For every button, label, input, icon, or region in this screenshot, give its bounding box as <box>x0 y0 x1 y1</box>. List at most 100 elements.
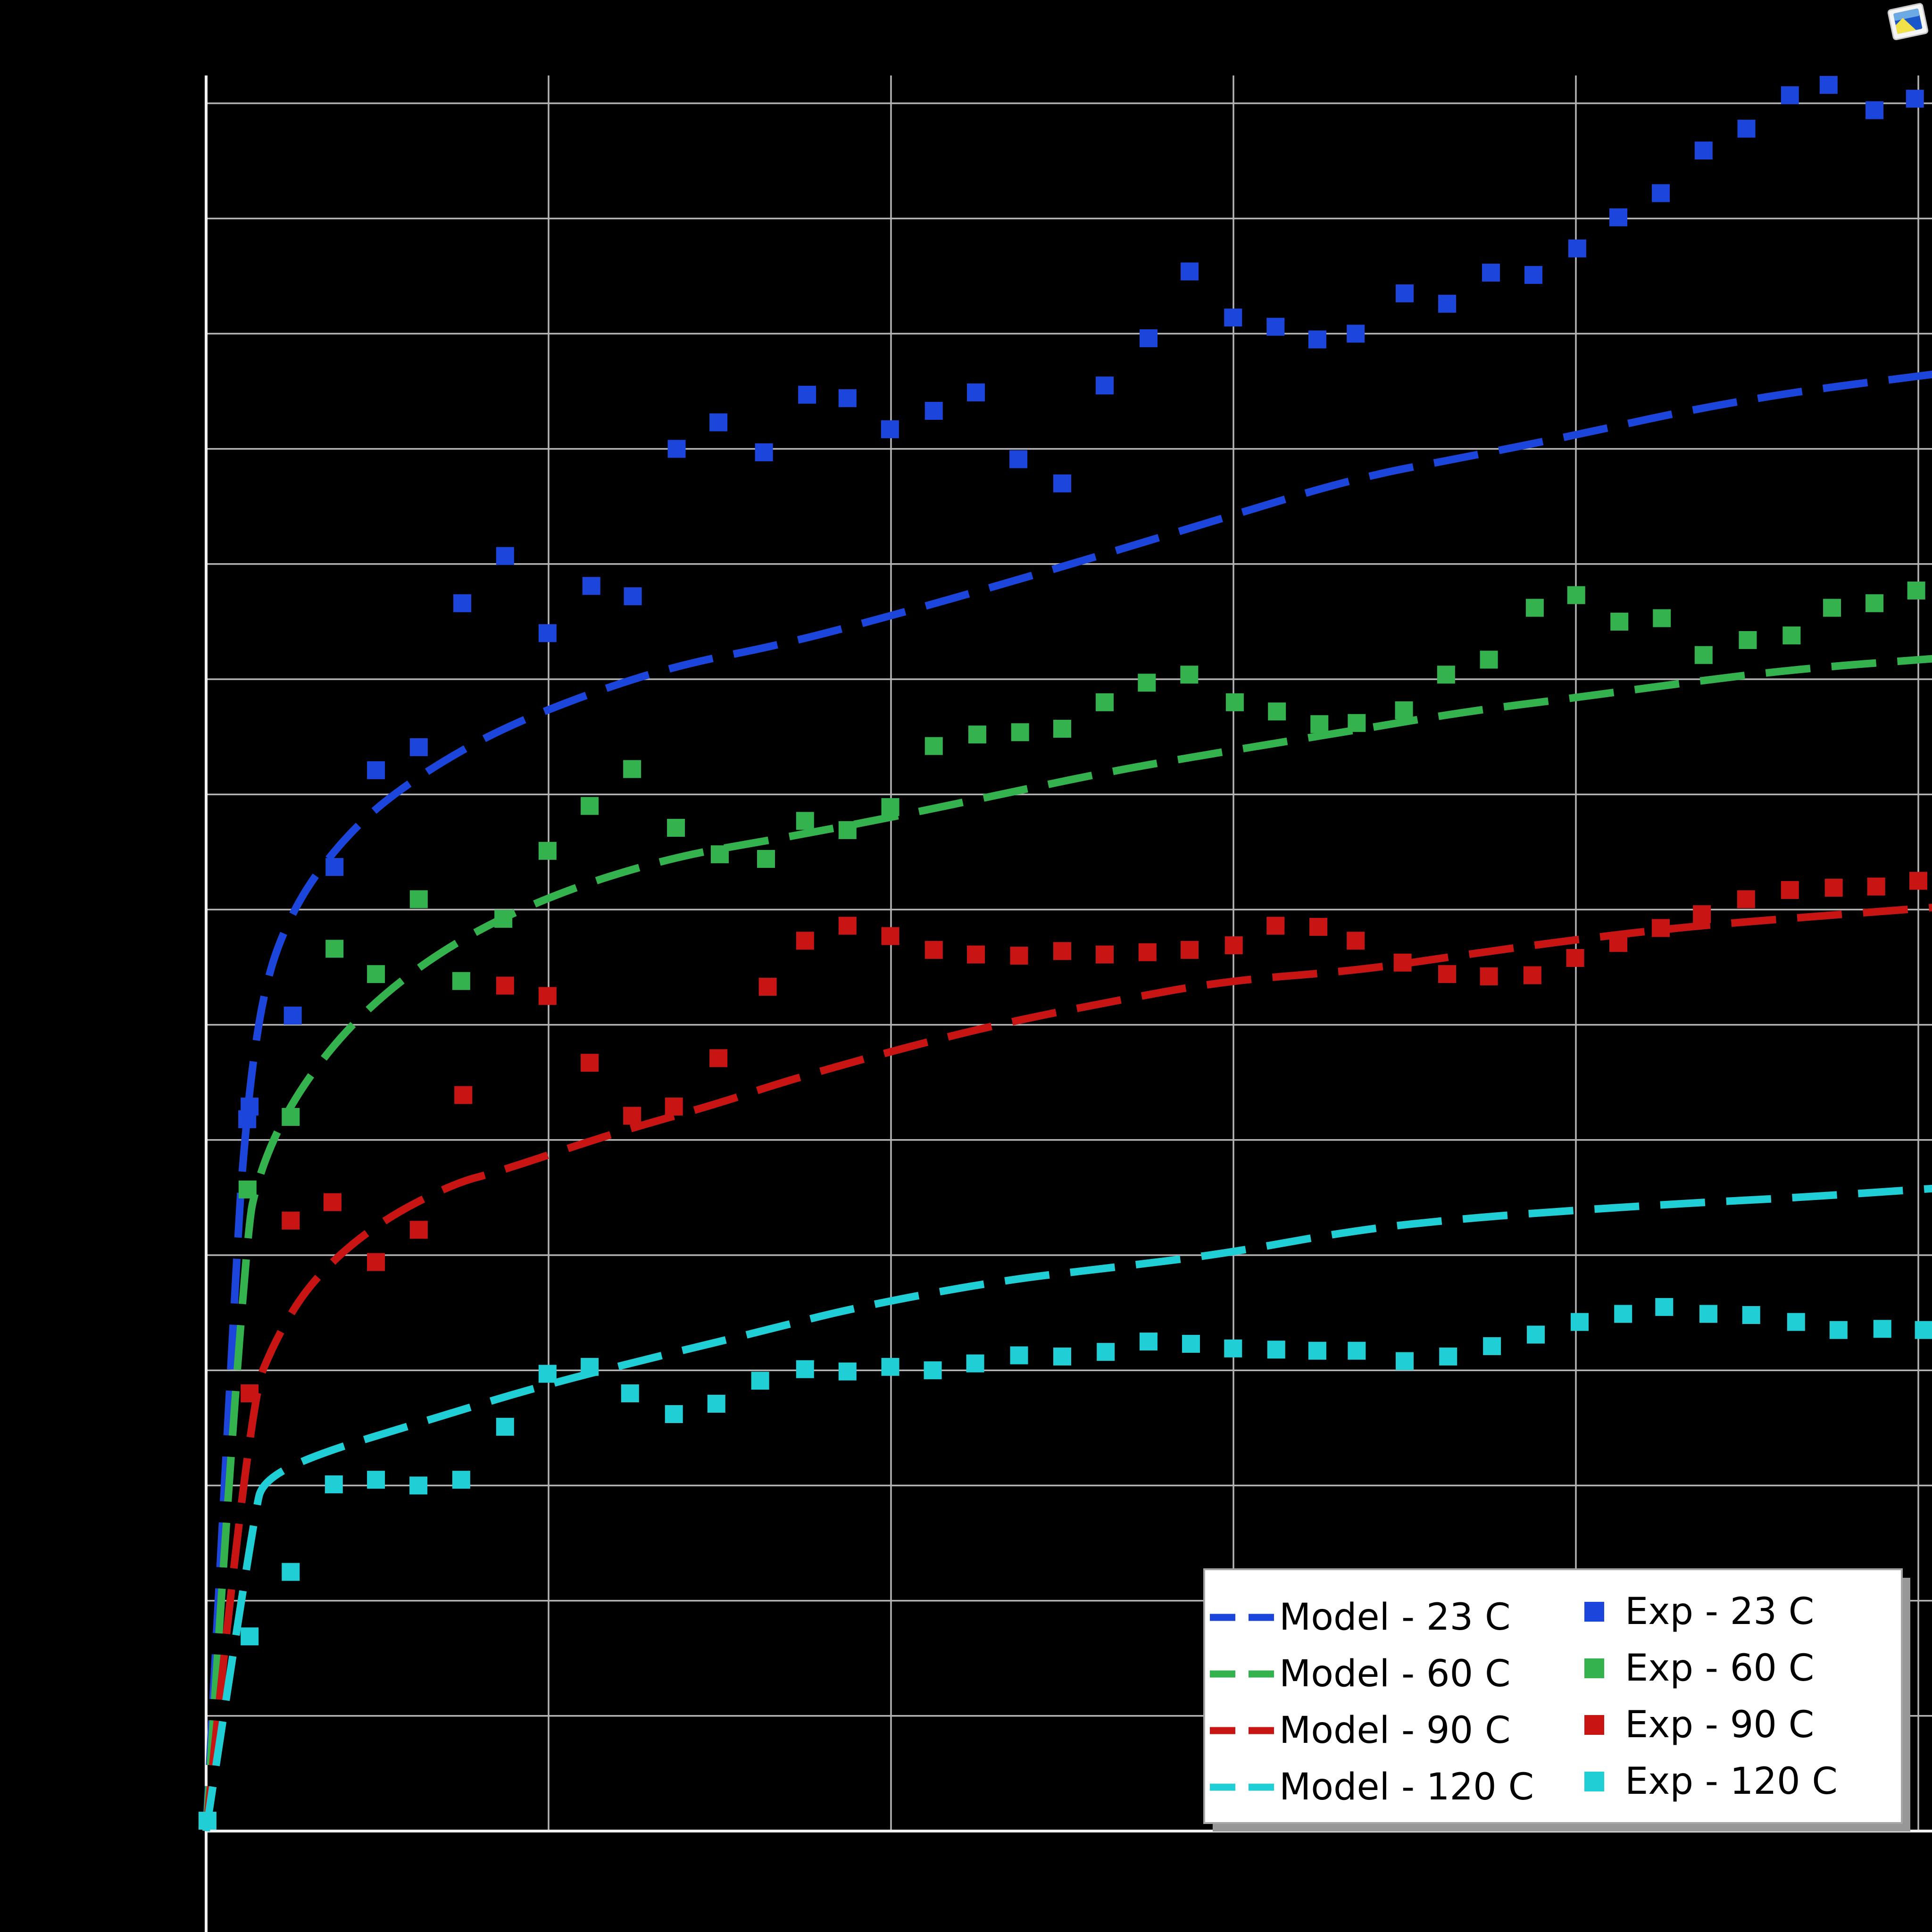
data-point-marker <box>1694 646 1713 664</box>
data-point-marker <box>1567 586 1585 604</box>
data-point-marker <box>1053 942 1071 960</box>
data-point-marker <box>924 737 943 755</box>
exp-23c-points <box>238 75 1924 1128</box>
data-point-marker <box>282 1563 300 1581</box>
data-point-marker <box>757 849 775 868</box>
data-point-marker <box>1652 184 1670 202</box>
data-point-marker <box>1309 918 1328 936</box>
data-point-marker <box>453 594 472 612</box>
data-point-marker <box>755 443 773 461</box>
data-point-marker <box>409 738 428 757</box>
data-point-marker <box>582 577 600 595</box>
data-point-marker <box>238 1180 257 1199</box>
data-point-marker <box>1438 294 1457 313</box>
data-point-marker <box>1568 239 1586 258</box>
model-23c-curve <box>202 370 1932 1832</box>
data-point-marker <box>1823 599 1841 617</box>
data-point-marker <box>623 760 641 778</box>
data-point-marker <box>496 1417 514 1436</box>
data-point-marker <box>1139 329 1158 348</box>
data-point-marker <box>624 587 642 606</box>
data-point-marker <box>709 413 728 432</box>
data-point-marker <box>1699 1305 1717 1323</box>
model-60c-curve <box>202 655 1932 1832</box>
exp-60c-points <box>238 581 1925 1199</box>
data-point-marker <box>1139 1332 1158 1351</box>
data-point-marker <box>1524 266 1542 284</box>
data-point-marker <box>1181 941 1199 959</box>
data-point-marker <box>367 965 385 983</box>
data-point-marker <box>1694 142 1713 160</box>
data-point-marker <box>409 1476 428 1495</box>
data-point-marker <box>1395 701 1413 719</box>
data-point-marker <box>538 1365 557 1383</box>
exp-90c-points <box>241 872 1927 1403</box>
data-point-marker <box>667 819 685 837</box>
data-point-marker <box>1180 666 1199 684</box>
photo-icon-shape <box>1895 17 1916 34</box>
data-point-marker <box>1566 949 1584 967</box>
data-point-marker <box>711 845 729 864</box>
photo-icon-screen-glare <box>1893 8 1920 21</box>
data-point-marker <box>323 1193 341 1211</box>
data-point-marker <box>1224 1339 1242 1357</box>
data-point-marker <box>966 1354 984 1373</box>
data-point-marker <box>241 1627 259 1646</box>
data-point-marker <box>1819 75 1838 94</box>
data-point-marker <box>1527 1325 1545 1344</box>
data-point-marker <box>924 941 943 959</box>
data-point-marker <box>494 909 513 928</box>
legend: Model - 23 C Exp - 23 C Model - 60 C Exp - … <box>1203 1568 1910 1832</box>
data-point-marker <box>367 1471 385 1489</box>
data-point-marker <box>1396 284 1414 302</box>
legend-box <box>1203 1568 1903 1824</box>
data-point-marker <box>1873 1320 1891 1338</box>
data-point-marker <box>1865 594 1884 612</box>
data-point-marker <box>282 1108 300 1126</box>
legend-marker-sample-60c <box>1584 1658 1604 1678</box>
data-point-marker <box>325 940 344 958</box>
data-point-marker <box>1523 966 1541 984</box>
data-point-marker <box>1437 666 1455 684</box>
data-point-marker <box>1909 872 1927 890</box>
data-point-marker <box>967 383 985 401</box>
data-point-marker <box>1268 702 1286 721</box>
data-point-marker <box>1824 879 1843 897</box>
data-point-marker <box>1181 262 1199 281</box>
legend-model-label: Model - 120 C <box>1279 1766 1534 1808</box>
legend-marker-sample-90c <box>1584 1715 1604 1735</box>
photo-viewer-icon[interactable] <box>1887 3 1929 41</box>
legend-exp-label: Exp - 23 C <box>1625 1591 1814 1633</box>
data-point-marker <box>538 624 557 642</box>
data-point-marker <box>838 389 857 408</box>
data-point-marker <box>1224 936 1243 955</box>
data-point-marker <box>1781 86 1799 104</box>
data-point-marker <box>1906 90 1924 108</box>
data-point-marker <box>1267 1341 1285 1359</box>
data-point-marker <box>1867 877 1885 896</box>
data-point-marker <box>241 1384 259 1403</box>
data-point-marker <box>1439 1347 1457 1366</box>
data-point-marker <box>623 1107 641 1125</box>
data-point-marker <box>1010 1346 1028 1365</box>
data-point-marker <box>1737 119 1756 138</box>
data-point-marker <box>1653 609 1671 627</box>
data-point-marker <box>665 1097 683 1116</box>
data-point-marker <box>838 1362 857 1381</box>
data-point-marker <box>409 1221 428 1239</box>
data-point-marker <box>1053 474 1071 492</box>
data-point-marker <box>1907 581 1925 600</box>
data-point-marker <box>1347 932 1365 950</box>
data-point-marker <box>1570 1313 1589 1331</box>
data-point-marker <box>1310 715 1329 733</box>
data-point-marker <box>452 1471 470 1489</box>
data-point-marker <box>367 761 385 779</box>
data-point-marker <box>1483 1337 1501 1355</box>
data-point-marker <box>325 858 344 876</box>
legend-model-label: Model - 23 C <box>1279 1596 1510 1639</box>
data-point-marker <box>1348 714 1366 732</box>
data-point-marker <box>1224 308 1242 327</box>
data-point-marker <box>1610 612 1629 631</box>
data-point-marker <box>1053 1347 1071 1366</box>
legend-marker-sample-120c <box>1584 1772 1604 1791</box>
